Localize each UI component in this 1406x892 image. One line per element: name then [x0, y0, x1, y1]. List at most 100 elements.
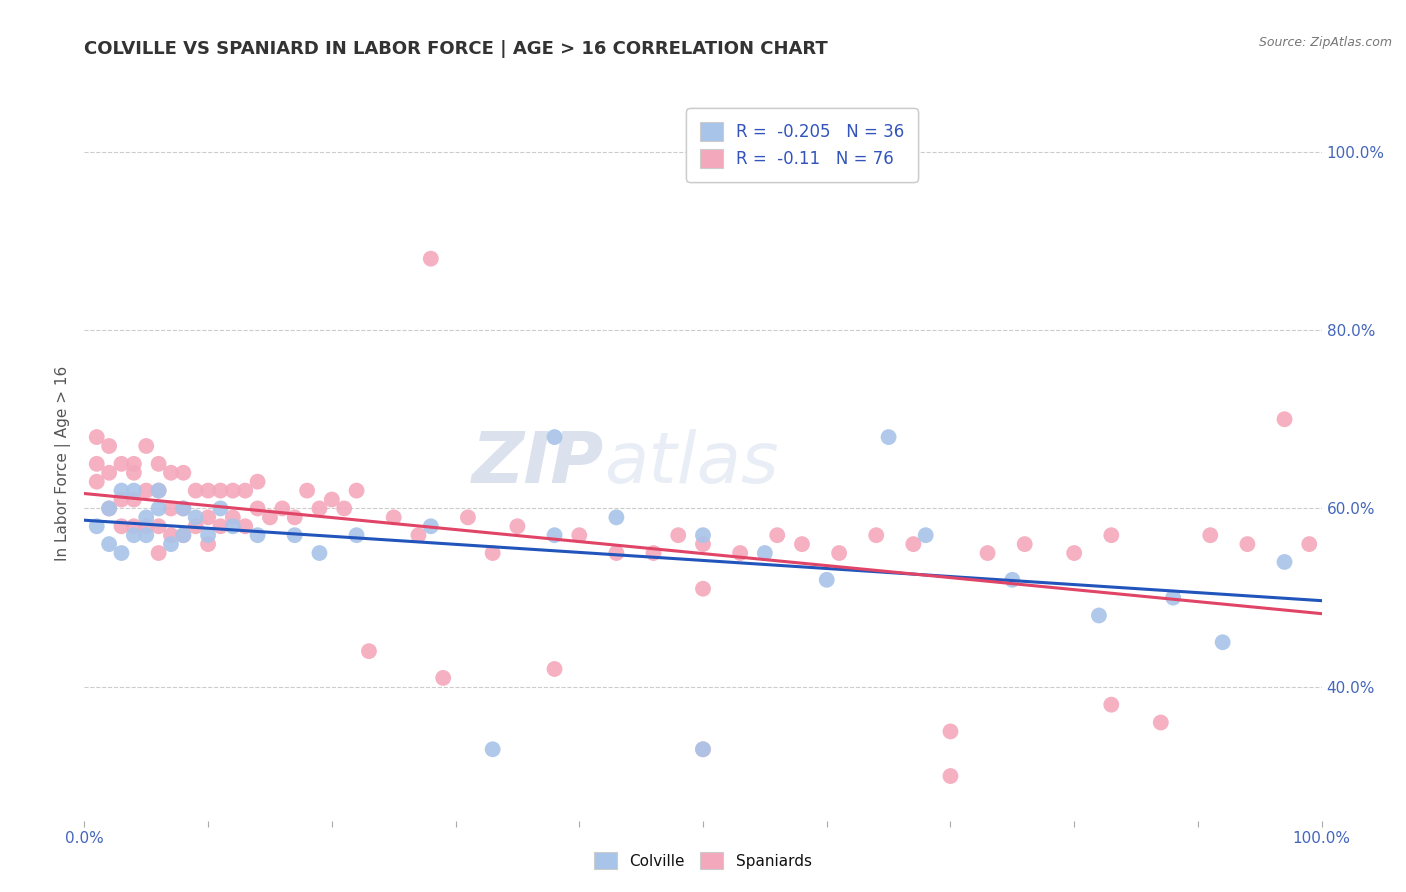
Point — [1161, 591, 1184, 605]
Point — [110, 519, 132, 533]
Point — [457, 510, 479, 524]
Legend: Colville, Spaniards: Colville, Spaniards — [588, 846, 818, 875]
Point — [295, 483, 318, 498]
Point — [419, 519, 441, 533]
Point — [122, 528, 145, 542]
Point — [98, 501, 121, 516]
Point — [939, 769, 962, 783]
Point — [605, 546, 627, 560]
Point — [865, 528, 887, 542]
Y-axis label: In Labor Force | Age > 16: In Labor Force | Age > 16 — [55, 367, 72, 561]
Point — [766, 528, 789, 542]
Point — [98, 439, 121, 453]
Point — [86, 519, 108, 533]
Point — [148, 483, 170, 498]
Point — [110, 457, 132, 471]
Point — [1274, 555, 1296, 569]
Point — [308, 546, 330, 560]
Point — [914, 528, 936, 542]
Point — [135, 510, 157, 524]
Point — [160, 466, 183, 480]
Point — [148, 546, 170, 560]
Point — [122, 466, 145, 480]
Point — [122, 457, 145, 471]
Point — [172, 466, 194, 480]
Point — [1298, 537, 1320, 551]
Point — [160, 501, 183, 516]
Point — [568, 528, 591, 542]
Point — [728, 546, 751, 560]
Point — [903, 537, 925, 551]
Text: ZIP: ZIP — [472, 429, 605, 499]
Point — [172, 501, 194, 516]
Point — [135, 519, 157, 533]
Point — [148, 501, 170, 516]
Point — [172, 528, 194, 542]
Point — [321, 492, 343, 507]
Point — [432, 671, 454, 685]
Point — [408, 528, 430, 542]
Point — [98, 501, 121, 516]
Point — [1150, 715, 1173, 730]
Point — [135, 439, 157, 453]
Point — [172, 528, 194, 542]
Point — [197, 528, 219, 542]
Point — [692, 742, 714, 756]
Text: Source: ZipAtlas.com: Source: ZipAtlas.com — [1258, 36, 1392, 49]
Point — [1274, 412, 1296, 426]
Point — [543, 430, 565, 444]
Point — [259, 510, 281, 524]
Point — [481, 742, 503, 756]
Point — [148, 457, 170, 471]
Point — [506, 519, 529, 533]
Point — [135, 483, 157, 498]
Point — [346, 528, 368, 542]
Point — [543, 528, 565, 542]
Point — [98, 537, 121, 551]
Point — [543, 662, 565, 676]
Point — [692, 742, 714, 756]
Point — [209, 519, 232, 533]
Point — [692, 537, 714, 551]
Point — [284, 528, 307, 542]
Point — [122, 519, 145, 533]
Text: atlas: atlas — [605, 429, 779, 499]
Point — [1099, 698, 1122, 712]
Point — [1236, 537, 1258, 551]
Point — [222, 483, 245, 498]
Point — [976, 546, 998, 560]
Point — [481, 546, 503, 560]
Point — [160, 537, 183, 551]
Legend: R =  -0.205   N = 36, R =  -0.11   N = 76: R = -0.205 N = 36, R = -0.11 N = 76 — [686, 108, 918, 182]
Point — [1063, 546, 1085, 560]
Point — [222, 519, 245, 533]
Point — [605, 510, 627, 524]
Point — [815, 573, 838, 587]
Text: COLVILLE VS SPANIARD IN LABOR FORCE | AGE > 16 CORRELATION CHART: COLVILLE VS SPANIARD IN LABOR FORCE | AG… — [84, 40, 828, 58]
Point — [197, 537, 219, 551]
Point — [148, 483, 170, 498]
Point — [246, 528, 269, 542]
Point — [86, 457, 108, 471]
Point — [110, 483, 132, 498]
Point — [110, 492, 132, 507]
Point — [308, 501, 330, 516]
Point — [184, 519, 207, 533]
Point — [184, 510, 207, 524]
Point — [877, 430, 900, 444]
Point — [1212, 635, 1234, 649]
Point — [110, 546, 132, 560]
Point — [209, 501, 232, 516]
Point — [939, 724, 962, 739]
Point — [98, 466, 121, 480]
Point — [122, 492, 145, 507]
Point — [828, 546, 851, 560]
Point — [1014, 537, 1036, 551]
Point — [692, 582, 714, 596]
Point — [222, 510, 245, 524]
Point — [346, 483, 368, 498]
Point — [790, 537, 813, 551]
Point — [1099, 528, 1122, 542]
Point — [1001, 573, 1024, 587]
Point — [197, 510, 219, 524]
